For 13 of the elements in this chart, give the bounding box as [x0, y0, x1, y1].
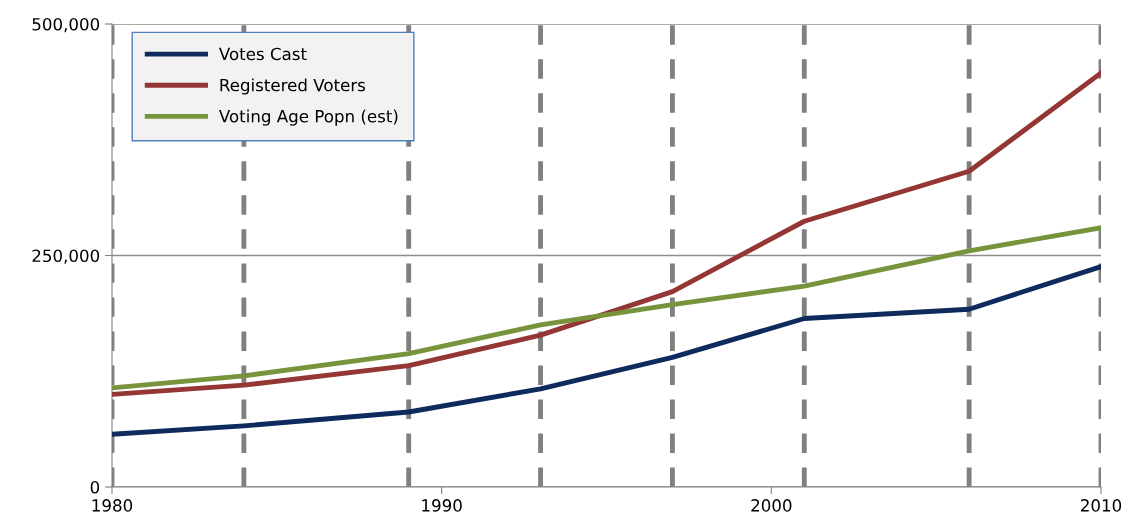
- x-tick-label: 1990: [422, 499, 462, 512]
- x-tick-label: 1980: [92, 499, 133, 512]
- legend-label: Registered Voters: [220, 78, 366, 95]
- x-tick-label: 2000: [751, 499, 792, 512]
- x-tick-label: 2010: [1081, 499, 1122, 512]
- y-tick-label: 0: [90, 480, 100, 494]
- line-series: [112, 264, 1101, 437]
- legend-label: Votes Cast: [219, 47, 307, 61]
- line-series: [112, 225, 1101, 391]
- legend-label: Voting Age Popn (est): [219, 109, 398, 126]
- y-tick-label: 250,000: [32, 249, 100, 264]
- y-tick-label: 500,000: [32, 17, 100, 33]
- line-series: [112, 70, 1101, 397]
